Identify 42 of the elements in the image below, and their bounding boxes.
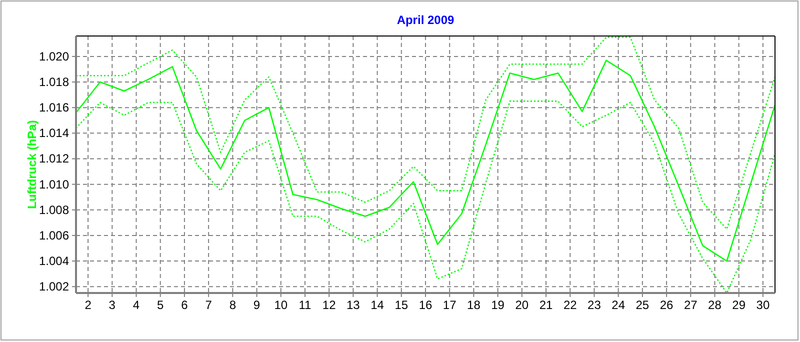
x-tick-label: 6 — [181, 298, 188, 312]
x-tick-label: 17 — [442, 298, 457, 312]
x-tick-label: 13 — [346, 298, 360, 312]
x-tick-label: 15 — [394, 298, 408, 312]
x-tick-label: 2 — [84, 298, 92, 312]
line-series — [75, 60, 776, 262]
x-tick-label: 19 — [491, 298, 505, 312]
x-tick-label: 27 — [684, 298, 698, 312]
x-tick-label: 26 — [660, 298, 674, 312]
x-tick-label: 9 — [253, 298, 260, 312]
x-tick-label: 7 — [205, 298, 212, 312]
x-tick-label: 14 — [370, 298, 384, 312]
y-tick-label: 1.006 — [38, 228, 70, 242]
x-tick-label: 10 — [274, 298, 288, 312]
x-tick-label: 11 — [298, 298, 312, 312]
y-axis-title: Luftdruck (hPa) — [25, 120, 39, 209]
x-tick-label: 22 — [563, 298, 578, 312]
y-tick-label: 1.012 — [38, 152, 70, 166]
x-tick-label: 5 — [157, 298, 164, 312]
x-tick-label: 25 — [636, 298, 650, 312]
chart-title: April 2009 — [396, 13, 454, 27]
x-tick-label: 16 — [418, 298, 432, 312]
x-tick-label: 24 — [612, 298, 626, 312]
y-tick-label: 1.002 — [38, 280, 70, 294]
x-tick-label: 29 — [732, 298, 746, 312]
x-tick-label: 23 — [588, 298, 602, 312]
x-tick-label: 8 — [229, 298, 236, 312]
x-tick-label: 20 — [515, 298, 529, 312]
x-tick-label: 12 — [322, 298, 336, 312]
x-tick-label: 21 — [539, 298, 554, 312]
y-tick-label: 1.004 — [38, 254, 70, 268]
y-tick-label: 1.010 — [38, 177, 70, 192]
y-tick-label: 1.020 — [38, 49, 70, 64]
x-tick-label: 3 — [108, 298, 116, 312]
x-tick-label: 4 — [132, 298, 140, 312]
y-tick-label: 1.014 — [38, 126, 70, 140]
x-tick-label: 18 — [467, 298, 481, 312]
x-tick-label: 30 — [756, 298, 770, 312]
x-tick-label: 28 — [708, 298, 722, 312]
y-tick-label: 1.008 — [38, 202, 70, 217]
y-tick-label: 1.018 — [38, 75, 70, 90]
y-tick-label: 1.016 — [38, 100, 70, 115]
